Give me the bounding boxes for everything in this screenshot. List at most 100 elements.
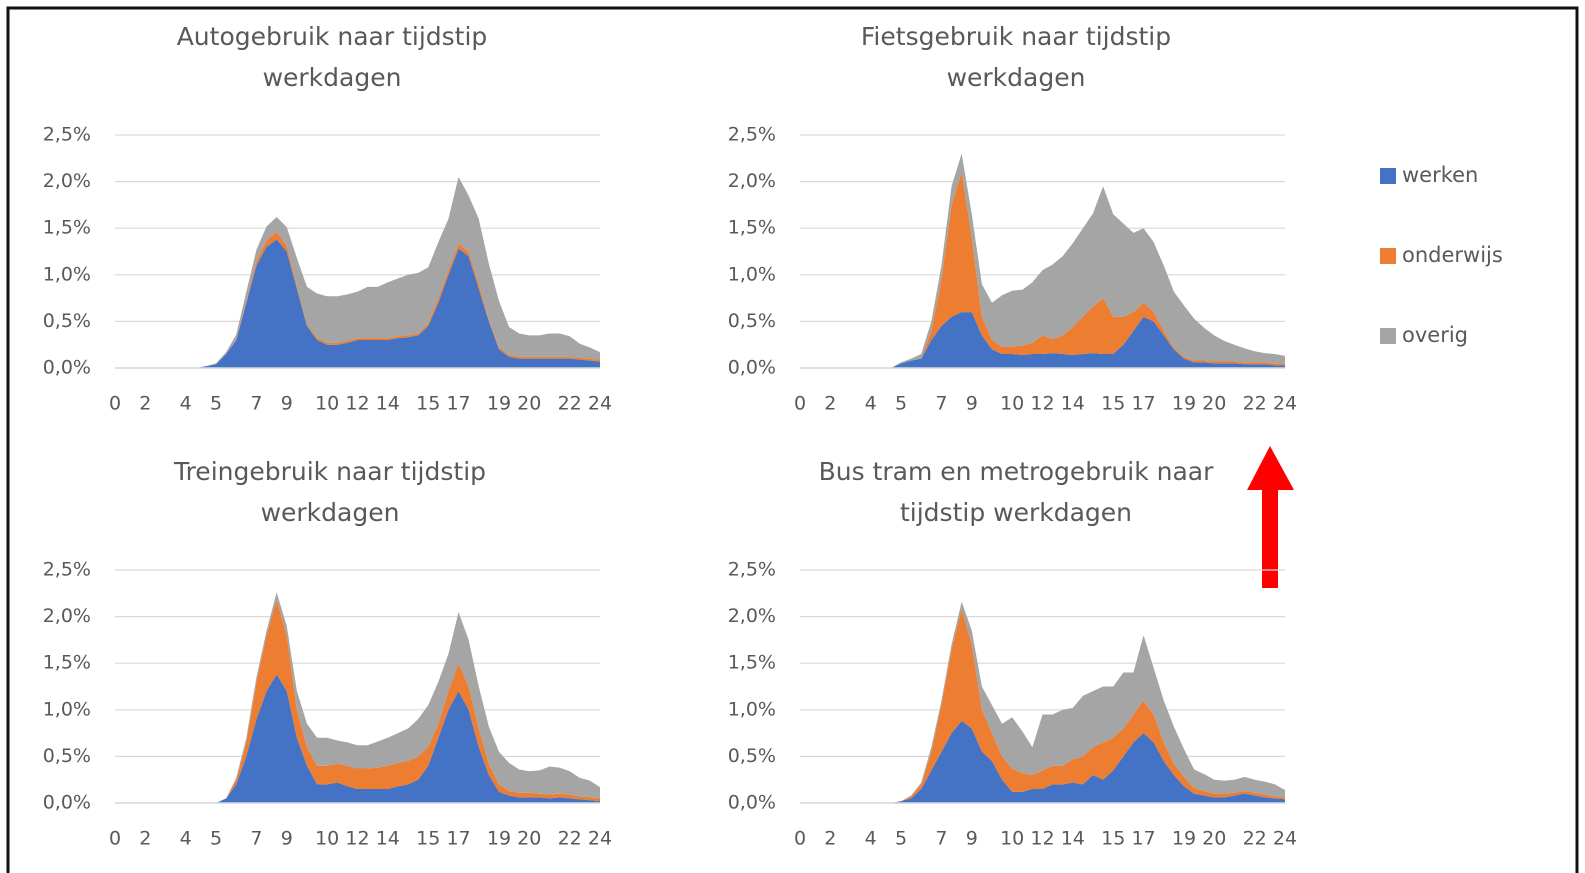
x-tick-label: 20 <box>517 393 541 415</box>
legend-swatch <box>1380 168 1396 184</box>
x-tick-label: 14 <box>376 393 400 415</box>
x-tick-label: 5 <box>210 828 222 850</box>
y-tick-label: 1,5% <box>43 652 91 674</box>
x-tick-label: 4 <box>180 393 192 415</box>
y-tick-label: 2,0% <box>43 170 91 192</box>
x-tick-label: 9 <box>281 828 293 850</box>
x-tick-label: 7 <box>935 393 947 415</box>
y-tick-label: 2,5% <box>728 124 776 146</box>
y-tick-label: 0,5% <box>728 310 776 332</box>
area <box>115 176 600 368</box>
y-tick-label: 2,5% <box>728 559 776 581</box>
x-tick-label: 4 <box>180 828 192 850</box>
x-tick-label: 7 <box>250 393 262 415</box>
x-tick-label: 15 <box>1101 828 1125 850</box>
chart-title: werkdagen <box>263 63 402 92</box>
area <box>800 601 1285 803</box>
area <box>115 592 600 803</box>
x-tick-label: 12 <box>1030 393 1054 415</box>
area <box>800 720 1285 803</box>
x-tick-label: 22 <box>1243 828 1267 850</box>
chart-title: Treingebruik naar tijdstip <box>173 457 486 486</box>
area <box>800 312 1285 368</box>
x-tick-label: 24 <box>1273 828 1297 850</box>
x-tick-label: 12 <box>345 393 369 415</box>
x-tick-label: 17 <box>1131 393 1155 415</box>
chart-title: werkdagen <box>261 498 400 527</box>
y-tick-label: 1,0% <box>43 698 91 720</box>
x-tick-label: 22 <box>558 393 582 415</box>
frame <box>6 6 1579 873</box>
arrow-shaft <box>1262 488 1278 588</box>
x-tick-label: 19 <box>1172 828 1196 850</box>
y-tick-label: 1,5% <box>728 217 776 239</box>
y-tick-label: 1,0% <box>43 263 91 285</box>
area <box>800 609 1285 803</box>
y-tick-label: 2,5% <box>43 124 91 146</box>
x-tick-label: 14 <box>1061 393 1085 415</box>
y-tick-label: 0,0% <box>43 357 91 379</box>
x-tick-label: 24 <box>1273 393 1297 415</box>
y-tick-label: 1,0% <box>728 263 776 285</box>
x-tick-label: 19 <box>1172 393 1196 415</box>
x-tick-label: 20 <box>1202 393 1226 415</box>
x-tick-label: 12 <box>345 828 369 850</box>
y-tick-label: 2,0% <box>43 605 91 627</box>
chart-title: Autogebruik naar tijdstip <box>177 22 488 51</box>
x-tick-label: 22 <box>558 828 582 850</box>
x-tick-label: 0 <box>109 393 121 415</box>
x-tick-label: 2 <box>139 828 151 850</box>
y-tick-label: 1,0% <box>728 698 776 720</box>
y-tick-label: 2,5% <box>43 559 91 581</box>
red-arrow <box>1247 446 1294 588</box>
legend-label: werken <box>1402 163 1478 187</box>
chart-title: werkdagen <box>947 63 1086 92</box>
x-tick-label: 15 <box>416 828 440 850</box>
x-tick-label: 24 <box>588 828 612 850</box>
y-tick-label: 1,5% <box>43 217 91 239</box>
area <box>800 153 1285 368</box>
y-tick-label: 0,5% <box>728 745 776 767</box>
chart-title: tijdstip werkdagen <box>900 498 1132 527</box>
y-tick-label: 1,5% <box>728 652 776 674</box>
x-tick-label: 24 <box>588 393 612 415</box>
x-tick-label: 0 <box>109 828 121 850</box>
x-tick-label: 19 <box>487 828 511 850</box>
x-tick-label: 9 <box>966 393 978 415</box>
x-tick-label: 10 <box>315 393 339 415</box>
x-tick-label: 20 <box>517 828 541 850</box>
x-tick-label: 14 <box>376 828 400 850</box>
x-tick-label: 12 <box>1030 828 1054 850</box>
chart-title: Bus tram en metrogebruik naar <box>819 457 1214 486</box>
chart-title: Fietsgebruik naar tijdstip <box>861 22 1171 51</box>
y-tick-label: 0,5% <box>43 745 91 767</box>
x-tick-label: 2 <box>824 828 836 850</box>
y-tick-label: 0,0% <box>728 792 776 814</box>
legend-swatch <box>1380 248 1396 264</box>
x-tick-label: 5 <box>895 828 907 850</box>
x-tick-label: 15 <box>416 393 440 415</box>
x-tick-label: 0 <box>794 828 806 850</box>
x-tick-label: 14 <box>1061 828 1085 850</box>
legend-label: overig <box>1402 323 1468 347</box>
x-tick-label: 17 <box>1131 828 1155 850</box>
x-tick-label: 17 <box>446 393 470 415</box>
x-tick-label: 7 <box>935 828 947 850</box>
x-tick-label: 5 <box>210 393 222 415</box>
x-tick-label: 10 <box>1000 393 1024 415</box>
x-tick-label: 2 <box>139 393 151 415</box>
y-tick-label: 0,0% <box>43 792 91 814</box>
x-tick-label: 0 <box>794 393 806 415</box>
x-tick-label: 20 <box>1202 828 1226 850</box>
x-tick-label: 2 <box>824 393 836 415</box>
x-tick-label: 22 <box>1243 393 1267 415</box>
y-tick-label: 2,0% <box>728 605 776 627</box>
x-tick-label: 5 <box>895 393 907 415</box>
x-tick-label: 7 <box>250 828 262 850</box>
x-tick-label: 19 <box>487 393 511 415</box>
x-tick-label: 10 <box>315 828 339 850</box>
y-tick-label: 0,5% <box>43 310 91 332</box>
x-tick-label: 17 <box>446 828 470 850</box>
